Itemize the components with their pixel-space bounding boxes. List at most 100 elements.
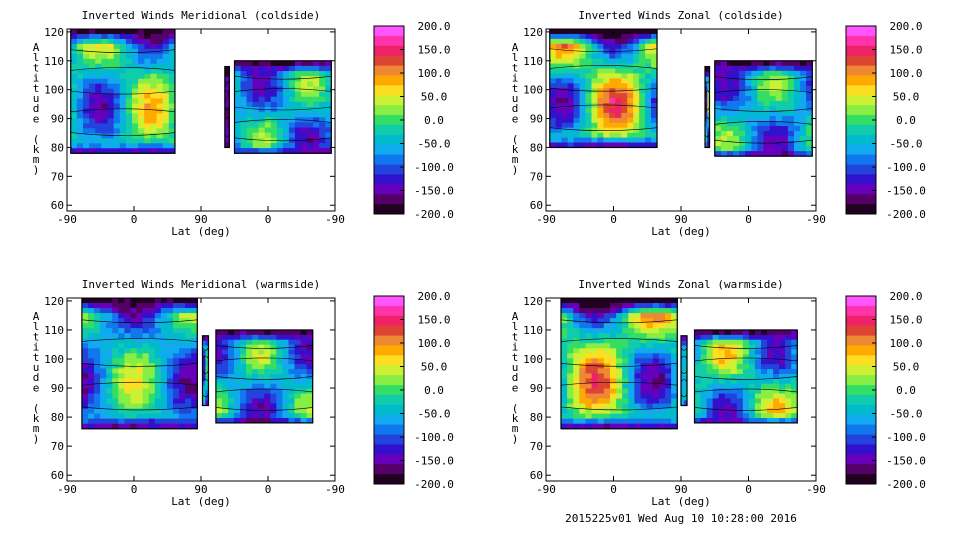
data-cell — [191, 413, 198, 420]
data-cell — [138, 113, 145, 120]
data-cell — [609, 418, 617, 425]
data-cell — [684, 375, 688, 382]
data-cell — [621, 78, 628, 84]
data-cell — [712, 393, 720, 400]
data-cell — [288, 112, 296, 118]
data-cell — [754, 393, 762, 400]
data-cell — [138, 29, 145, 35]
data-cell — [694, 383, 702, 390]
data-cell — [95, 108, 102, 115]
data-cell — [76, 29, 84, 35]
data-cell — [622, 343, 629, 349]
data-cell — [718, 413, 726, 419]
data-cell — [313, 101, 320, 108]
data-cell — [694, 418, 702, 424]
data-cell — [706, 344, 714, 351]
data-cell — [736, 354, 744, 360]
data-cell — [144, 53, 152, 60]
data-cell — [172, 358, 180, 364]
data-cell — [313, 142, 320, 149]
data-cell — [720, 141, 728, 147]
colorbar-tick-label: -50.0 — [417, 138, 450, 151]
data-cell — [561, 423, 568, 430]
data-cell — [282, 339, 290, 346]
data-cell — [585, 29, 593, 35]
data-cell — [81, 358, 89, 364]
data-cell — [81, 318, 89, 324]
data-cell — [751, 126, 759, 132]
data-cell — [760, 408, 768, 414]
data-cell — [150, 73, 158, 80]
data-cell — [258, 408, 265, 414]
data-cell — [107, 48, 115, 55]
colorbar-swatch — [374, 154, 404, 166]
data-cell — [567, 132, 575, 139]
contour-line — [694, 388, 798, 393]
data-cell — [276, 112, 284, 118]
data-cell — [240, 383, 247, 390]
data-cell — [785, 349, 792, 356]
data-cell — [258, 388, 265, 395]
data-cell — [125, 93, 133, 100]
contour-line — [70, 108, 175, 113]
data-cell — [567, 323, 574, 329]
data-cell — [628, 328, 636, 334]
data-cell — [736, 369, 744, 375]
data-cell — [591, 308, 599, 314]
contour-line — [215, 376, 313, 380]
data-cell — [646, 328, 654, 334]
data-cell — [730, 388, 738, 395]
data-cell — [240, 65, 248, 72]
data-cell — [627, 38, 634, 45]
data-cell — [162, 148, 170, 154]
data-cell — [603, 393, 611, 400]
data-cell — [639, 142, 646, 149]
data-cell — [751, 65, 759, 72]
data-cell — [739, 60, 746, 67]
data-cell — [215, 339, 223, 346]
data-cell — [162, 118, 170, 125]
data-cell — [205, 370, 210, 377]
data-cell — [621, 53, 628, 60]
data-cell — [154, 313, 162, 319]
data-cell — [773, 359, 780, 365]
data-cell — [773, 398, 780, 404]
data-cell — [591, 338, 599, 344]
data-cell — [179, 423, 186, 430]
data-cell — [775, 110, 783, 117]
data-cell — [597, 53, 604, 60]
data-cell — [179, 313, 186, 319]
data-cell — [730, 349, 738, 356]
data-cell — [87, 413, 95, 420]
data-cell — [124, 318, 132, 324]
data-cell — [609, 378, 617, 385]
data-cell — [138, 68, 145, 75]
data-cell — [124, 388, 132, 395]
colorbar-swatch — [846, 296, 876, 307]
data-cell — [646, 318, 654, 324]
data-cell — [665, 378, 672, 385]
data-cell — [191, 333, 198, 339]
data-cell — [591, 103, 599, 109]
data-cell — [763, 120, 771, 127]
data-cell — [282, 148, 290, 154]
data-cell — [585, 103, 593, 109]
data-cell — [645, 48, 652, 55]
data-cell — [82, 73, 90, 80]
data-cell — [757, 151, 765, 157]
data-cell — [707, 127, 711, 133]
data-cell — [130, 303, 138, 309]
data-cell — [202, 395, 207, 402]
data-cell — [227, 364, 235, 370]
data-cell — [148, 423, 156, 430]
data-cell — [763, 90, 771, 97]
data-cell — [306, 339, 314, 346]
data-cell — [81, 393, 89, 400]
data-cell — [252, 142, 260, 149]
data-cell — [130, 393, 138, 400]
data-cell — [185, 348, 192, 354]
data-cell — [87, 368, 95, 375]
data-cell — [142, 373, 150, 380]
data-cell — [240, 398, 247, 404]
data-cell — [118, 313, 126, 319]
